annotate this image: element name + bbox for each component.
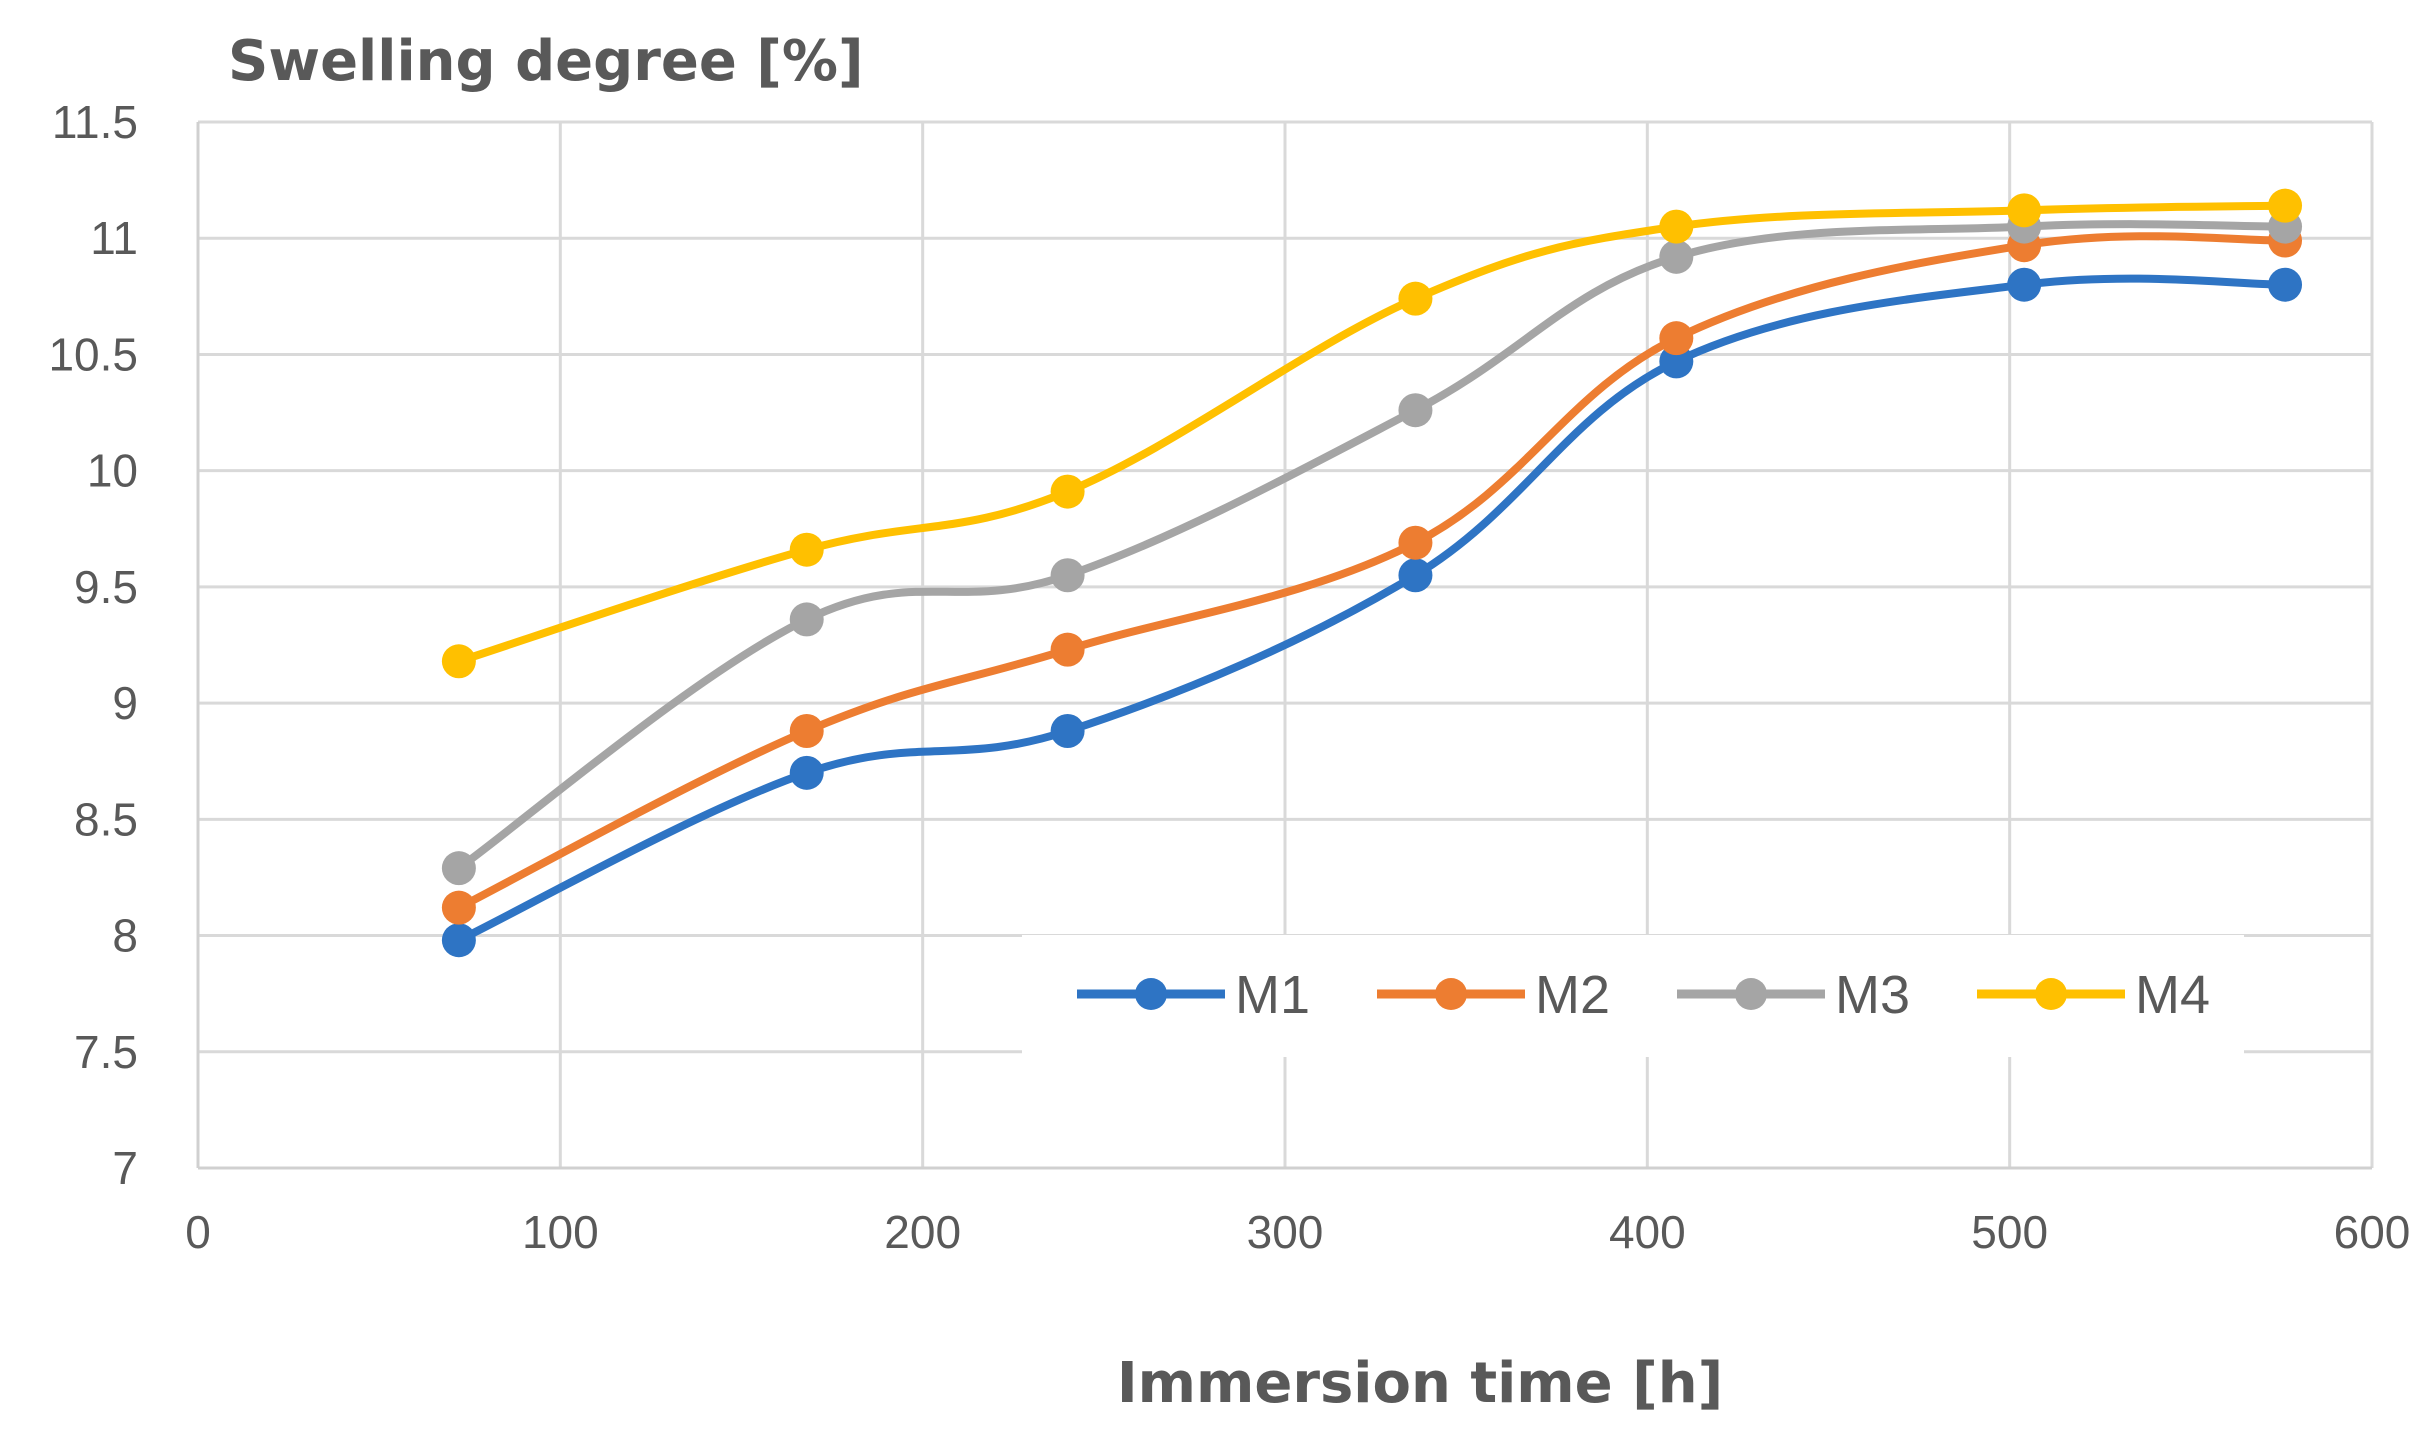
y-axis-title: Swelling degree [%] [228, 29, 864, 94]
legend-item-m2: M2 [1377, 965, 1610, 1025]
legend-marker-m3 [1735, 978, 1767, 1010]
legend-item-m3: M3 [1677, 965, 1910, 1025]
series-markers [441, 188, 2303, 958]
legend-item-m4: M4 [1977, 965, 2210, 1025]
legend-marker-m2 [1435, 978, 1467, 1010]
data-point-m2 [789, 714, 824, 749]
data-point-m4 [2268, 188, 2303, 223]
y-tick-label: 9 [112, 677, 138, 729]
data-point-m4 [789, 532, 824, 567]
data-point-m2 [1398, 525, 1433, 560]
data-point-m3 [789, 602, 824, 637]
data-point-m1 [1050, 714, 1085, 749]
legend-label-m3: M3 [1835, 965, 1910, 1025]
data-point-m2 [441, 890, 476, 925]
y-tick-label: 11 [90, 212, 138, 264]
y-tick-label: 7 [112, 1142, 138, 1194]
x-axis-title: Immersion time [h] [1117, 1351, 1723, 1416]
data-point-m4 [2007, 193, 2042, 228]
y-tick-label: 11.5 [52, 96, 138, 148]
data-point-m1 [1659, 344, 1694, 379]
y-tick-label: 8.5 [74, 793, 138, 845]
x-tick-label: 600 [2334, 1206, 2411, 1258]
data-point-m3 [1050, 558, 1085, 593]
data-point-m2 [1050, 632, 1085, 667]
y-tick-label: 7.5 [74, 1026, 138, 1078]
y-tick-label: 10.5 [48, 328, 138, 380]
x-axis-tick-labels: 0 100 200 300 400 500 600 [185, 1206, 2410, 1258]
y-tick-label: 9.5 [74, 561, 138, 613]
y-tick-label: 8 [112, 910, 138, 962]
legend-label-m4: M4 [2135, 965, 2210, 1025]
x-tick-label: 300 [1247, 1206, 1324, 1258]
data-point-m3 [1659, 239, 1694, 274]
data-point-m1 [441, 923, 476, 958]
x-tick-label: 500 [1971, 1206, 2048, 1258]
x-tick-label: 0 [185, 1206, 211, 1258]
data-point-m1 [2268, 267, 2303, 302]
x-tick-label: 200 [884, 1206, 961, 1258]
data-point-m4 [441, 644, 476, 679]
data-point-m4 [1659, 209, 1694, 244]
data-point-m1 [1398, 558, 1433, 593]
data-point-m1 [789, 755, 824, 790]
legend-item-m1: M1 [1077, 965, 1310, 1025]
data-point-m1 [2007, 267, 2042, 302]
data-point-m4 [1050, 474, 1085, 509]
legend-label-m1: M1 [1235, 965, 1310, 1025]
legend-marker-m1 [1135, 978, 1167, 1010]
y-axis-tick-labels: 7 7.5 8 8.5 9 9.5 10 10.5 11 11.5 [48, 96, 138, 1194]
x-tick-label: 400 [1609, 1206, 1686, 1258]
data-point-m4 [1398, 281, 1433, 316]
y-tick-label: 10 [87, 445, 138, 497]
legend-label-m2: M2 [1535, 965, 1610, 1025]
legend-marker-m4 [2035, 978, 2067, 1010]
data-point-m3 [441, 851, 476, 886]
legend: M1 M2 M3 M4 [1077, 965, 2210, 1025]
axes [196, 122, 2372, 1170]
data-point-m2 [1659, 321, 1694, 356]
x-tick-label: 100 [522, 1206, 599, 1258]
data-point-m3 [1398, 393, 1433, 428]
